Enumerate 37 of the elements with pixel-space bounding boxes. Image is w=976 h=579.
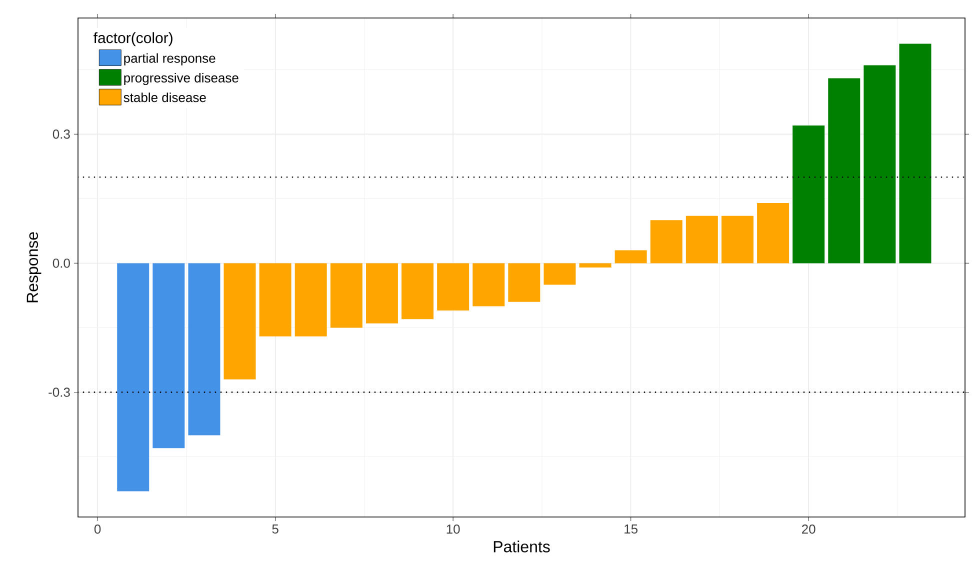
bar — [330, 263, 362, 328]
bar — [899, 44, 932, 264]
legend-label: stable disease — [124, 92, 206, 102]
x-tick-label: 15 — [624, 524, 638, 534]
bar — [259, 263, 292, 336]
x-tick-label: 0 — [94, 524, 101, 534]
bar — [472, 263, 505, 306]
legend-title: factor(color) — [94, 32, 172, 46]
bar — [402, 263, 434, 320]
bar — [828, 78, 860, 264]
bar — [152, 263, 185, 448]
bar — [721, 216, 754, 264]
y-tick-label: 0.0 — [52, 258, 70, 268]
bar — [544, 263, 576, 285]
legend-label: progressive disease — [124, 72, 238, 86]
bar — [757, 202, 790, 264]
bar — [579, 263, 612, 268]
legend-label: partial response — [124, 53, 216, 66]
bar — [224, 263, 256, 380]
bar — [437, 263, 470, 311]
y-axis-title: Response — [26, 232, 42, 302]
bar — [650, 220, 682, 264]
x-tick-label: 20 — [802, 524, 816, 534]
x-tick-label: 10 — [446, 524, 460, 534]
bar — [686, 216, 718, 264]
y-tick-label: -0.3 — [48, 388, 70, 397]
bar — [294, 263, 327, 336]
x-tick-label: 5 — [272, 524, 278, 534]
bar — [188, 263, 220, 436]
bar — [792, 126, 825, 264]
bar — [117, 263, 150, 492]
bar — [614, 250, 647, 264]
bar — [366, 263, 398, 324]
bar — [864, 65, 896, 264]
x-axis-title: Patients — [494, 540, 550, 552]
y-tick-label: 0.3 — [52, 130, 70, 139]
bar — [508, 263, 540, 302]
